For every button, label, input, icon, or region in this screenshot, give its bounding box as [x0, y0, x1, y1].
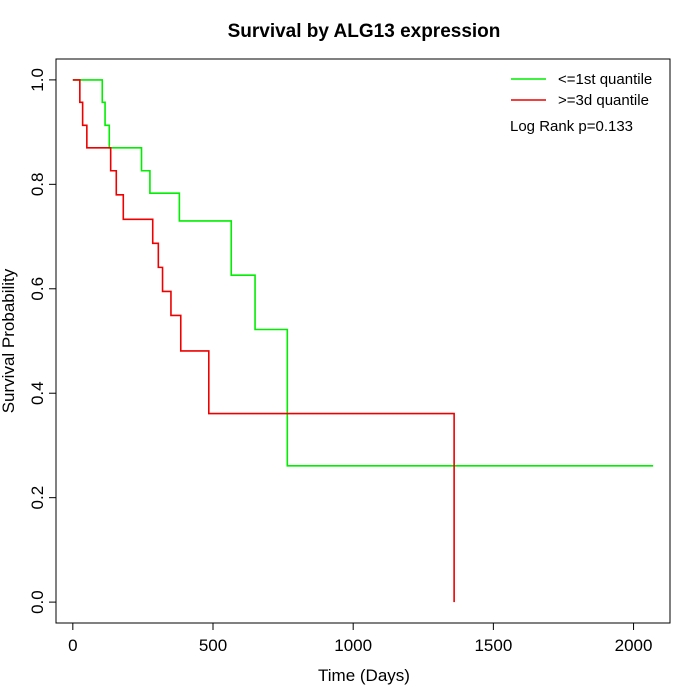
x-tick-label: 1000: [334, 636, 372, 655]
plot-frame: [55, 58, 671, 624]
chart-title: Survival by ALG13 expression: [228, 21, 501, 42]
y-tick-label: 0.4: [28, 381, 47, 405]
x-tick-label: 0: [68, 636, 77, 655]
legend: <=1st quantile >=3d quantile Log Rank p=…: [510, 71, 652, 135]
x-axis: 0 500 1000 1500 2000: [68, 622, 653, 655]
x-tick-label: 2000: [615, 636, 653, 655]
y-axis: 0.0 0.2 0.4 0.6 0.8 1.0: [28, 68, 57, 614]
y-tick-label: 0.6: [28, 277, 47, 301]
survival-curve-low: [72, 79, 654, 467]
y-axis-label: Survival Probability: [0, 268, 18, 413]
x-axis-label: Time (Days): [318, 666, 410, 685]
series-layer: [72, 79, 654, 603]
x-tick-label: 1500: [474, 636, 512, 655]
y-tick-label: 1.0: [28, 68, 47, 92]
survival-curve-high: [72, 79, 455, 603]
y-tick-label: 0.0: [28, 590, 47, 614]
legend-label-low: <=1st quantile: [558, 71, 652, 88]
legend-label-high: >=3d quantile: [558, 92, 649, 109]
x-tick-label: 500: [199, 636, 227, 655]
y-tick-label: 0.8: [28, 173, 47, 197]
y-tick-label: 0.2: [28, 486, 47, 510]
log-rank-annotation: Log Rank p=0.133: [510, 118, 633, 135]
